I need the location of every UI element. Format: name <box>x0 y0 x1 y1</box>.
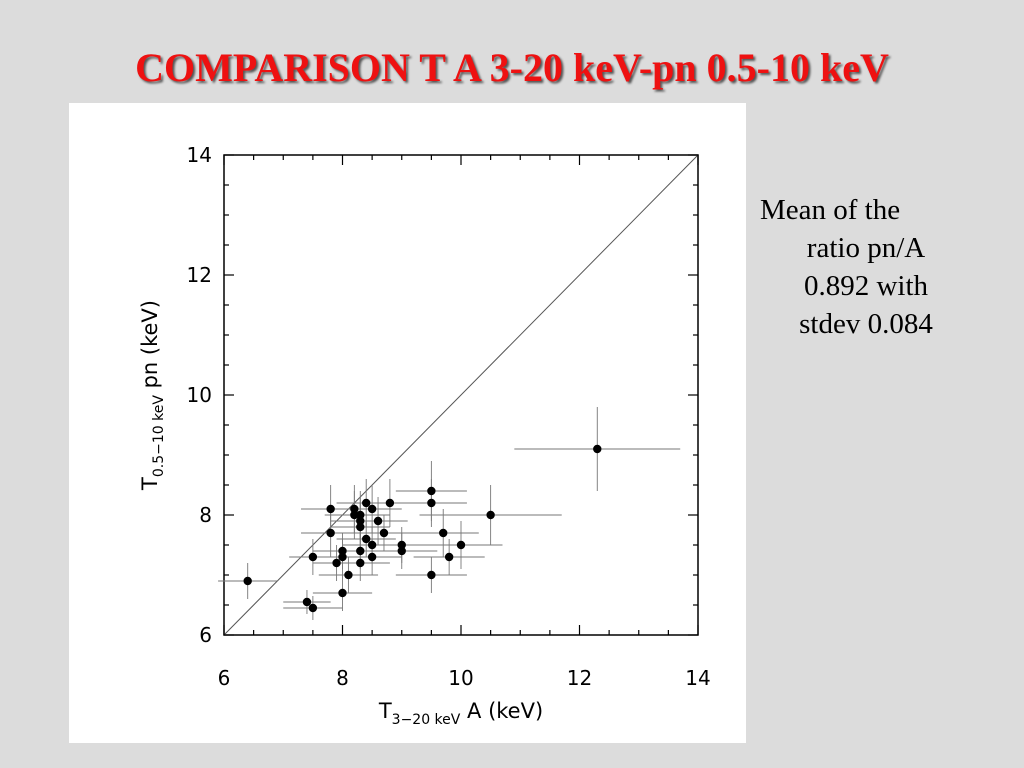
plot-panel: 6 8 10 12 14 6 8 10 12 14 T3−20 keV A (keV) T0.5−… <box>69 103 746 743</box>
data-point <box>379 528 389 538</box>
data-point <box>373 516 383 526</box>
data-point <box>344 570 353 580</box>
y-tick-label: 6 <box>199 623 212 647</box>
data-point <box>243 576 252 586</box>
data-point <box>338 588 347 598</box>
data-point <box>308 552 318 562</box>
x-tick-label: 14 <box>685 666 710 690</box>
slide-title: COMPARISON T A 3-20 keV-pn 0.5-10 keV <box>135 45 889 90</box>
data-point <box>326 528 335 538</box>
data-point <box>356 522 365 532</box>
tick-labels: 6 8 10 12 14 6 8 10 12 14 <box>187 143 711 690</box>
data-point <box>427 570 436 580</box>
data-point <box>350 510 359 520</box>
x-axis-label: T3−20 keV A (keV) <box>378 699 543 728</box>
scatter-plot: 6 8 10 12 14 6 8 10 12 14 T3−20 keV A (keV) T0.5−… <box>138 143 711 728</box>
data-point <box>427 498 436 508</box>
data-point <box>308 603 318 613</box>
data-point <box>456 540 466 550</box>
data-point <box>593 444 602 454</box>
data-point <box>397 540 406 550</box>
note-line-1: Mean of the <box>760 194 901 226</box>
data-point <box>367 552 377 562</box>
data-points <box>243 444 602 613</box>
data-point <box>427 486 436 496</box>
error-bars <box>218 407 681 620</box>
x-tick-label: 12 <box>567 666 592 690</box>
data-point <box>350 504 359 514</box>
data-point <box>439 528 448 538</box>
y-tick-label: 14 <box>187 143 212 167</box>
axis-ticks <box>223 154 699 636</box>
data-point <box>362 534 371 544</box>
data-point <box>356 516 365 526</box>
note-line-3: 0.892 with <box>803 269 929 302</box>
x-tick-label: 10 <box>448 666 473 690</box>
y-tick-label: 12 <box>187 263 212 287</box>
x-tick-label: 8 <box>336 666 349 690</box>
statistics-note: Mean of the ratio pn/A 0.892 with stdev … <box>760 192 972 344</box>
y-tick-label: 10 <box>187 383 212 407</box>
data-point <box>356 546 365 556</box>
data-point <box>385 498 395 508</box>
data-point <box>332 558 341 568</box>
y-tick-label: 8 <box>199 503 212 527</box>
data-point <box>397 546 406 556</box>
data-point <box>338 546 347 556</box>
note-line-2: ratio pn/A <box>806 231 926 264</box>
y-axis-label: T0.5−10 keV pn (keV) <box>138 300 167 491</box>
reference-line-layer <box>223 154 699 636</box>
data-point <box>302 597 312 607</box>
data-point <box>367 504 377 514</box>
data-point <box>367 540 377 550</box>
reference-line <box>223 154 699 636</box>
note-line-4: stdev 0.084 <box>799 307 933 340</box>
data-point <box>338 552 347 562</box>
data-point <box>356 558 365 568</box>
data-point <box>362 498 371 508</box>
data-point <box>356 510 365 520</box>
x-tick-label: 6 <box>218 666 231 690</box>
data-point <box>444 552 454 562</box>
data-point <box>486 510 495 520</box>
data-point <box>326 504 335 514</box>
